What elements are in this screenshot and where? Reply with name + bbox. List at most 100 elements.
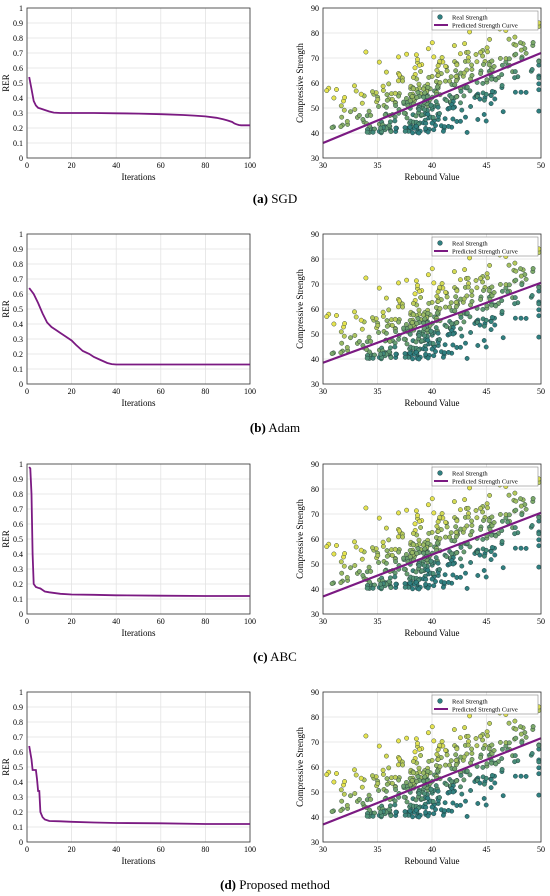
real-strength-point xyxy=(536,765,542,771)
y-tick-label: 0.5 xyxy=(13,763,23,772)
rer-curve xyxy=(28,466,250,597)
real-strength-point xyxy=(536,531,542,537)
real-strength-point xyxy=(370,585,376,591)
real-strength-point xyxy=(366,564,372,570)
predicted-strength-line xyxy=(322,737,542,826)
real-strength-point xyxy=(452,82,458,88)
real-strength-point xyxy=(420,542,426,548)
real-strength-point xyxy=(483,118,489,124)
y-tick-label: 0.6 xyxy=(13,748,23,757)
x-tick-label: 20 xyxy=(68,387,76,396)
real-strength-point xyxy=(478,49,483,55)
real-strength-point xyxy=(467,314,473,320)
plot-frame xyxy=(322,691,542,843)
real-strength-point xyxy=(513,51,519,57)
real-strength-point xyxy=(499,518,505,524)
real-strength-point xyxy=(458,784,463,790)
strength-chart-5: 30 35 40 45 50 30 40 50 60 70 80 90 Rebound Value Com… xyxy=(295,460,545,638)
rer-chart-6: 0 20 40 60 80 100 0 0.1 0.2 0.3 0.4 0.5 0.6 0.7 0.8 0.9… xyxy=(1,688,256,866)
real-strength-point xyxy=(523,506,529,512)
real-strength-point xyxy=(458,118,463,124)
real-strength-point xyxy=(481,553,487,559)
real-strength-point xyxy=(505,519,511,525)
real-strength-point xyxy=(461,319,467,325)
real-strength-point xyxy=(367,579,372,585)
real-strength-point xyxy=(518,315,524,321)
real-strength-point xyxy=(426,759,432,764)
real-strength-point xyxy=(536,543,542,549)
real-strength-point xyxy=(536,759,542,765)
real-strength-point xyxy=(352,539,357,545)
real-strength-point xyxy=(366,334,372,340)
real-strength-point xyxy=(461,526,467,532)
real-strength-point xyxy=(464,67,470,73)
real-strength-point xyxy=(396,528,402,534)
real-strength-point xyxy=(497,281,503,287)
real-strength-point xyxy=(475,801,481,806)
real-strength-point xyxy=(434,84,440,90)
real-strength-point xyxy=(480,81,486,86)
y-tick-label: 0.8 xyxy=(13,34,23,43)
real-strength-point xyxy=(435,757,441,762)
real-strength-point xyxy=(450,789,456,795)
real-strength-point xyxy=(536,792,542,798)
y-tick-label: 0.5 xyxy=(13,305,23,314)
real-strength-point xyxy=(384,92,390,98)
real-strength-point xyxy=(376,285,382,291)
real-strength-point xyxy=(493,303,499,309)
real-strength-point xyxy=(434,751,440,757)
real-strength-point xyxy=(425,769,431,774)
x-tick-label: 80 xyxy=(201,845,209,854)
real-strength-point xyxy=(339,798,345,804)
real-strength-point xyxy=(342,321,347,326)
real-strength-point xyxy=(434,293,440,299)
real-strength-point xyxy=(431,583,437,589)
real-strength-point xyxy=(437,306,443,311)
real-strength-point xyxy=(452,766,458,772)
real-strength-point xyxy=(459,107,465,113)
y-tick-label: 40 xyxy=(311,355,319,364)
real-strength-point xyxy=(413,807,419,813)
real-strength-point xyxy=(437,111,442,116)
real-strength-point xyxy=(497,512,503,517)
real-strength-point xyxy=(536,59,542,64)
real-strength-point xyxy=(410,770,416,776)
real-strength-point xyxy=(338,580,344,585)
real-strength-point xyxy=(457,507,463,513)
real-strength-point xyxy=(467,88,473,94)
real-strength-point xyxy=(363,275,369,281)
real-strength-point xyxy=(458,773,464,778)
real-strength-point xyxy=(423,351,428,357)
real-strength-point xyxy=(481,796,487,801)
real-strength-point xyxy=(467,544,473,550)
real-strength-point xyxy=(425,46,431,52)
real-strength-point xyxy=(404,735,409,741)
real-strength-points xyxy=(324,476,542,592)
real-strength-point xyxy=(419,338,425,344)
real-strength-point xyxy=(392,546,398,552)
real-strength-point xyxy=(413,569,419,575)
real-strength-point xyxy=(370,315,375,321)
real-strength-point xyxy=(457,277,463,283)
real-strength-point xyxy=(410,312,416,318)
real-strength-point xyxy=(396,336,401,342)
real-strength-point xyxy=(348,565,353,571)
y-tick-label: 0.3 xyxy=(13,335,23,344)
real-strength-point xyxy=(465,742,471,748)
real-strength-point xyxy=(488,327,494,332)
real-strength-point xyxy=(486,288,492,294)
y-tick-label: 0.1 xyxy=(13,365,23,374)
real-strength-point xyxy=(461,754,467,760)
y-tick-label: 90 xyxy=(311,4,319,13)
real-strength-point xyxy=(386,765,392,771)
real-strength-point xyxy=(444,752,450,758)
real-strength-point xyxy=(418,753,423,758)
y-tick-label: 0 xyxy=(19,154,23,163)
y-tick-label: 0.2 xyxy=(13,808,23,817)
real-strength-point xyxy=(473,736,479,741)
real-strength-point xyxy=(416,356,422,362)
real-strength-point xyxy=(435,330,441,336)
real-strength-point xyxy=(513,726,519,732)
legend-point-marker xyxy=(437,698,443,704)
real-strength-point xyxy=(481,568,487,573)
